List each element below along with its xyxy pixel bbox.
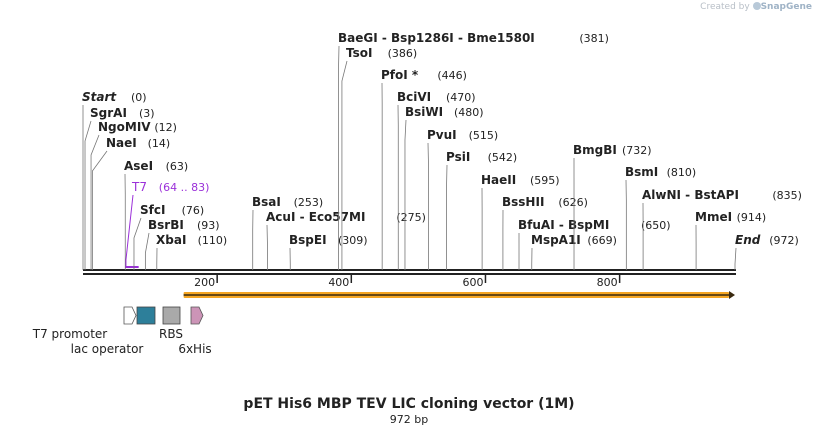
site-name: BsaI (252, 195, 281, 209)
site-name: BciVI (397, 90, 431, 104)
site-name: BsiWI (405, 105, 443, 119)
site-name: PsiI (446, 150, 470, 164)
ruler-tick-label: 600 (462, 276, 483, 289)
site-name: BsrBI (148, 218, 184, 232)
site-leader-line (84, 120, 92, 270)
site-position: (515) (469, 129, 499, 142)
site-position: (595) (530, 174, 560, 187)
site-position: (12) (154, 121, 177, 134)
site-position: (14) (148, 137, 171, 150)
site-position: (386) (388, 47, 418, 60)
site-position: (669) (587, 234, 617, 247)
site-position: (732) (622, 144, 652, 157)
site-leader-line (734, 247, 737, 270)
site-position: (309) (338, 234, 368, 247)
site-position: (0) (131, 91, 147, 104)
site-name: SgrAI (90, 106, 127, 120)
site-name: AseI (124, 159, 153, 173)
site-position: (76) (182, 204, 205, 217)
site-name: AlwNI - BstAPI (642, 188, 739, 202)
site-name: HaeII (481, 173, 516, 187)
feature-t7-promoter-label: T7 promoter (32, 327, 108, 341)
site-position: (650) (641, 219, 671, 232)
site-position: (972) (769, 234, 799, 247)
site-position: (253) (294, 196, 324, 209)
feature-rbs-icon (162, 306, 181, 325)
credit-brand: SnapGene (760, 2, 812, 12)
site-position: (810) (667, 166, 697, 179)
site-name: NgoMIV (98, 120, 151, 134)
feature-t7-promoter-icon (123, 306, 137, 325)
site-name: BaeGI - Bsp1286I - Bme1580I (338, 31, 535, 45)
feature-6xhis-label: 6xHis (178, 342, 211, 356)
site-name: BmgBI (573, 143, 617, 157)
feature-lac-operator-icon (136, 306, 156, 325)
credit-prefix: Created by (700, 2, 750, 12)
site-leader-line (90, 134, 100, 270)
site-name: BspEI (289, 233, 327, 247)
orf-arrowhead (729, 291, 735, 299)
site-position: (446) (437, 69, 467, 82)
site-position: (381) (579, 32, 609, 45)
site-name: NaeI (106, 136, 137, 150)
plasmid-length: 972 bp (389, 413, 429, 426)
ruler-tick-label: 200 (194, 276, 215, 289)
site-position: (542) (488, 151, 518, 164)
site-leader-line (91, 150, 108, 270)
ruler-tick-label: 800 (597, 276, 618, 289)
site-name: BssHII (502, 195, 544, 209)
site-name: BsmI (625, 165, 658, 179)
site-name: MspA1I (531, 233, 581, 247)
site-name: MmeI (695, 210, 732, 224)
site-position: (914) (737, 211, 767, 224)
site-name: T7 (131, 180, 147, 194)
plasmid-title: pET His6 MBP TEV LIC cloning vector (1M) (243, 396, 575, 412)
site-name: SfcI (140, 203, 165, 217)
site-position: (480) (454, 106, 484, 119)
site-name: BfuAI - BspMI (518, 218, 609, 232)
site-position: (835) (772, 189, 802, 202)
site-name: AcuI - Eco57MI (266, 210, 365, 224)
snapgene-logo-icon (752, 2, 761, 10)
site-name: Start (82, 90, 117, 104)
feature-lac-operator-label: lac operator (71, 342, 144, 356)
site-leader-line (133, 217, 142, 270)
site-leader-line (404, 119, 407, 270)
site-name: End (735, 233, 761, 247)
site-name: TsoI (346, 46, 372, 60)
ruler-tick-label: 400 (328, 276, 349, 289)
site-leader-line (144, 232, 150, 270)
site-position: (93) (197, 219, 220, 232)
site-name: PvuI (427, 128, 457, 142)
site-name: PfoI * (381, 68, 419, 82)
site-position: (275) (396, 211, 426, 224)
site-position: (63) (166, 160, 189, 173)
site-name: XbaI (156, 233, 186, 247)
site-leader-line (341, 60, 348, 270)
site-position: (470) (446, 91, 476, 104)
feature-6xhis-icon (190, 306, 204, 325)
site-position: (3) (139, 107, 155, 120)
primer-leader-line (125, 194, 134, 268)
site-position: (110) (198, 234, 228, 247)
snapgene-credit: Created by SnapGene (700, 2, 812, 12)
feature-rbs-label: RBS (159, 327, 183, 341)
site-position: (626) (558, 196, 588, 209)
site-position: (64 .. 83) (159, 181, 210, 194)
